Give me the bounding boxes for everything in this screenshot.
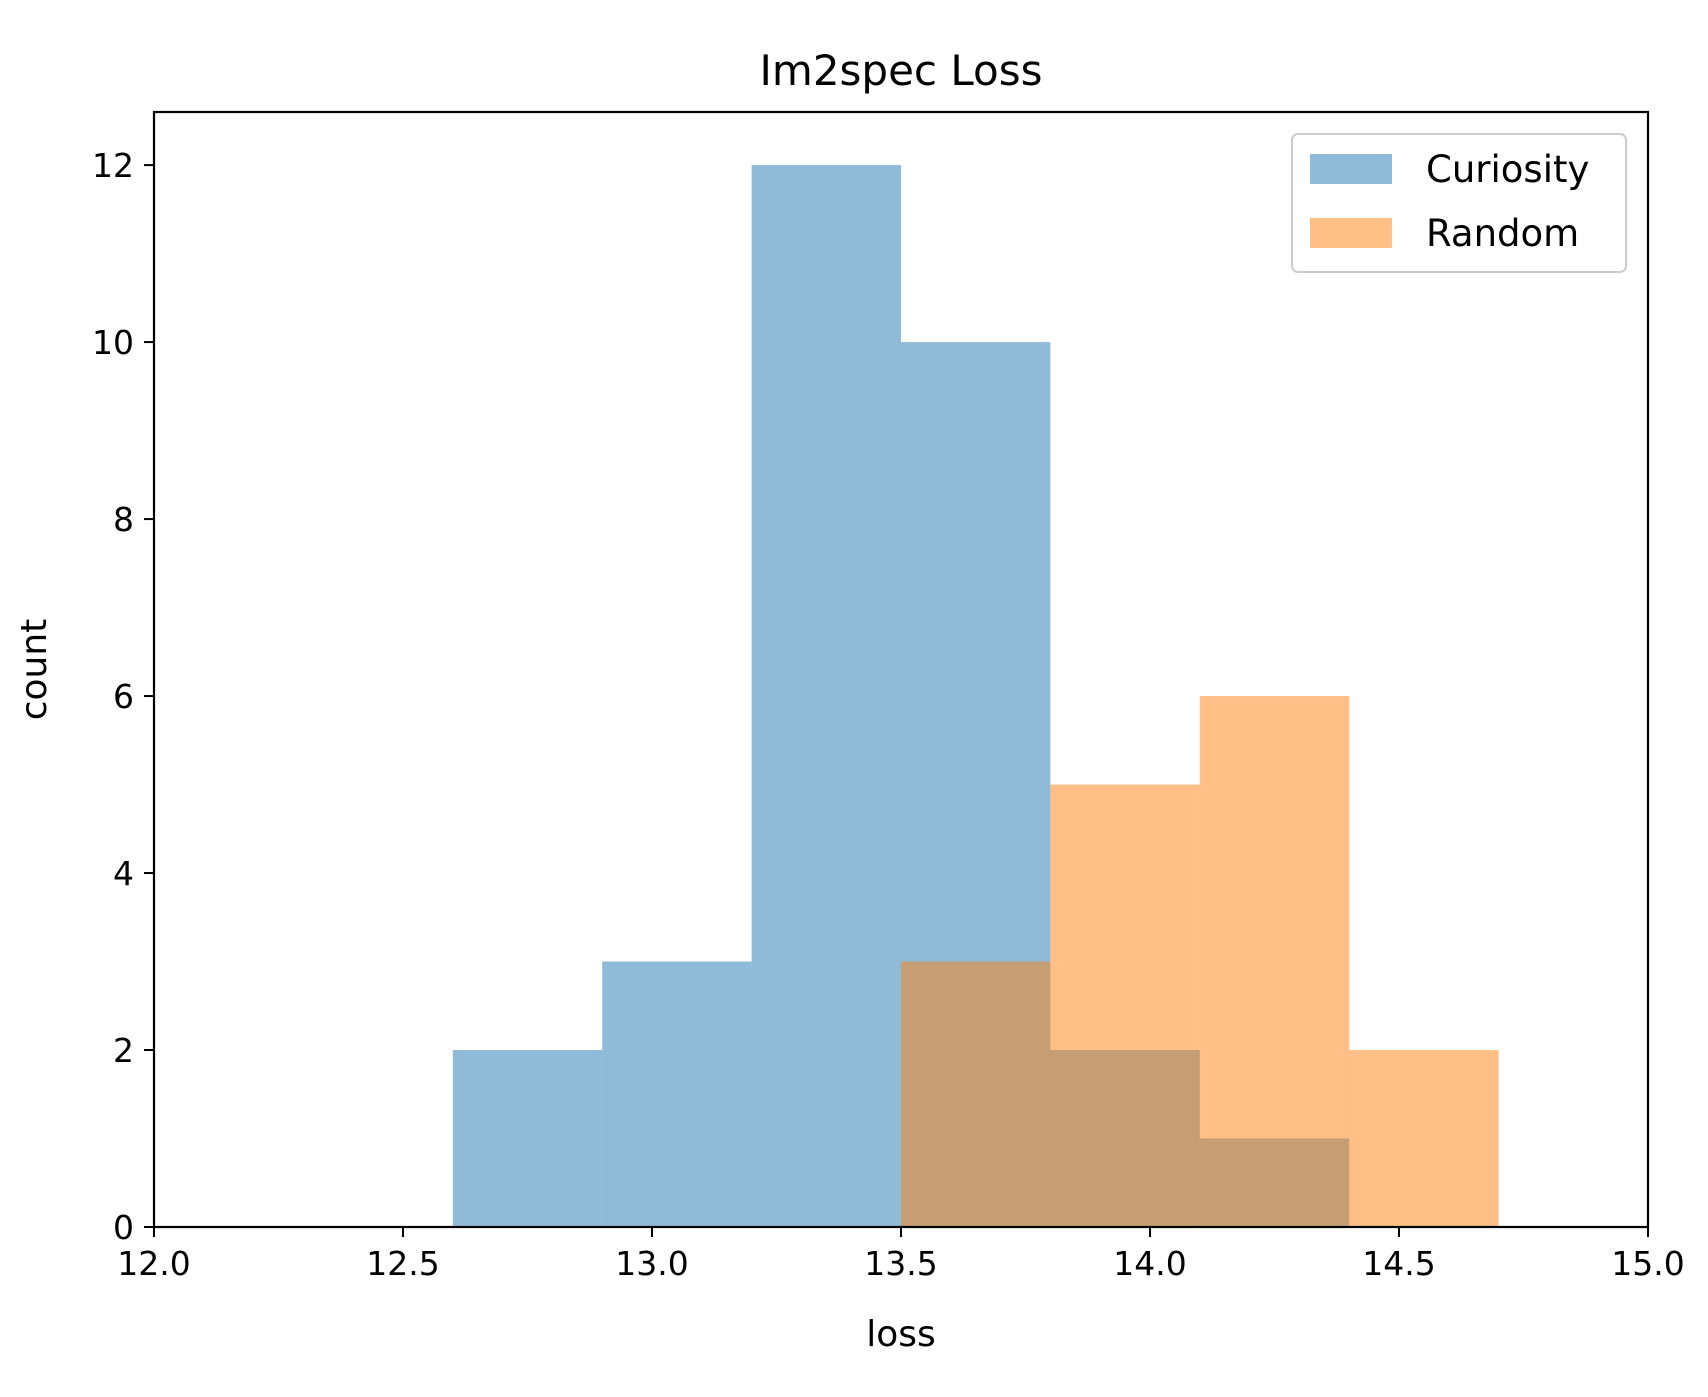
x-tick-label: 14.5	[1362, 1244, 1435, 1283]
bar-curiosity-1	[452, 1050, 603, 1227]
bars-layer	[452, 165, 1499, 1228]
bar-curiosity-2	[602, 961, 752, 1227]
y-tick-label: 4	[113, 854, 134, 893]
x-axis-ticks: 12.0 12.5 13.0 13.5 14.0 14.5 15.0	[117, 1227, 1685, 1283]
y-tick-label: 10	[92, 323, 134, 362]
bar-random-3	[1199, 696, 1350, 1227]
series-random	[901, 696, 1499, 1227]
legend-swatch-random	[1310, 218, 1392, 248]
y-tick-label: 0	[113, 1208, 134, 1247]
y-tick-label: 6	[113, 677, 134, 716]
x-tick-label: 13.0	[615, 1244, 688, 1283]
legend: Curiosity Random	[1291, 133, 1627, 273]
y-tick-label: 12	[92, 146, 134, 185]
x-tick-label: 12.0	[117, 1244, 190, 1283]
legend-swatch-curiosity	[1310, 154, 1392, 184]
x-tick-label: 14.0	[1113, 1244, 1186, 1283]
y-axis-label: count	[14, 619, 55, 721]
x-tick-label: 13.5	[864, 1244, 937, 1283]
bar-curiosity-3	[751, 165, 901, 1228]
legend-label-curiosity: Curiosity	[1426, 148, 1589, 191]
y-axis-ticks: 0 2 4 6 8 10 12	[92, 146, 154, 1247]
y-tick-label: 8	[113, 500, 134, 539]
bar-random-1	[901, 961, 1051, 1227]
y-tick-label: 2	[113, 1031, 134, 1070]
legend-label-random: Random	[1426, 212, 1579, 255]
x-tick-label: 15.0	[1611, 1244, 1684, 1283]
bar-random-4	[1349, 1050, 1499, 1227]
x-tick-label: 12.5	[366, 1244, 439, 1283]
bar-random-2	[1050, 784, 1200, 1227]
x-axis-label: loss	[866, 1314, 936, 1355]
chart-title: Im2spec Loss	[760, 46, 1043, 95]
